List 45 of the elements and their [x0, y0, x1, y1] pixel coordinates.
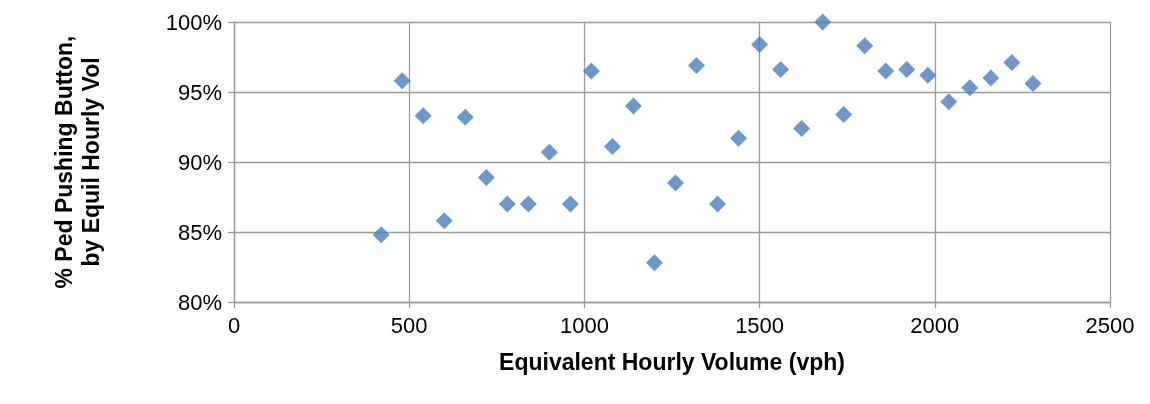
y-tick-label: 100%	[165, 9, 222, 35]
point	[540, 143, 558, 161]
point	[393, 72, 411, 90]
point	[435, 212, 453, 230]
point	[835, 105, 853, 123]
point	[414, 107, 432, 125]
x-axis-title: Equivalent Hourly Volume (vph)	[499, 348, 845, 375]
y-tick-label: 85%	[177, 219, 222, 245]
y-tick-label: 90%	[177, 149, 222, 175]
y-axis-title: % Ped Pushing Button, by Equil Hourly Vol	[50, 35, 104, 289]
x-tick-label: 1500	[735, 312, 785, 338]
point	[898, 61, 916, 79]
point	[477, 168, 495, 186]
point	[751, 35, 769, 53]
point	[730, 129, 748, 147]
point	[372, 226, 390, 244]
point	[919, 66, 937, 84]
point	[982, 69, 1000, 87]
point	[519, 195, 537, 213]
point	[856, 37, 874, 55]
y-tick-label: 80%	[177, 289, 222, 315]
point	[456, 108, 474, 126]
point	[940, 93, 958, 111]
point	[1003, 54, 1021, 72]
point	[582, 62, 600, 80]
point	[561, 195, 579, 213]
point	[603, 138, 621, 156]
point	[688, 56, 706, 74]
point	[814, 13, 832, 31]
point	[709, 195, 727, 213]
point	[961, 79, 979, 97]
point	[877, 62, 895, 80]
point	[1024, 75, 1042, 93]
x-tick-label: 2500	[1085, 312, 1135, 338]
point	[772, 61, 790, 79]
point	[498, 195, 516, 213]
x-tick-label: 0	[227, 312, 241, 338]
x-tick-label: 2000	[910, 312, 960, 338]
x-tick-label: 1000	[559, 312, 609, 338]
point	[645, 254, 663, 272]
point	[624, 97, 642, 115]
y-tick-label: 95%	[177, 79, 222, 105]
point	[793, 119, 811, 137]
point	[667, 174, 684, 192]
x-tick-label: 500	[390, 312, 428, 338]
